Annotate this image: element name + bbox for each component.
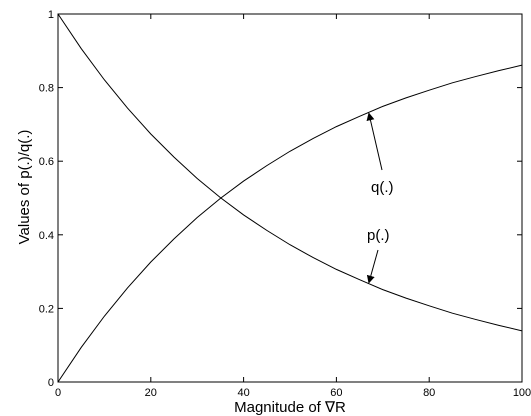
annotations-group: q(.) p(.) bbox=[366, 112, 394, 284]
axes-group bbox=[57, 13, 523, 383]
series-group bbox=[57, 13, 523, 383]
annotation-arrow-q bbox=[366, 112, 383, 171]
x-tick-label: 0 bbox=[55, 387, 61, 399]
annotation-label-p: p(.) bbox=[367, 227, 390, 244]
y-tick-label: 0.2 bbox=[39, 303, 54, 315]
x-tick-label: 40 bbox=[237, 387, 249, 399]
x-tick-label: 80 bbox=[423, 387, 435, 399]
y-tick-label: 0 bbox=[48, 377, 54, 389]
y-tick-label: 0.4 bbox=[39, 230, 54, 242]
x-axis-label: Magnitude of ∇R bbox=[234, 399, 346, 416]
x-tick-label: 20 bbox=[145, 387, 157, 399]
series-line-q bbox=[57, 64, 523, 383]
x-tick-label: 60 bbox=[330, 387, 342, 399]
x-tick-label: 100 bbox=[513, 387, 531, 399]
y-tick-label: 0.8 bbox=[39, 83, 54, 95]
y-axis-label: Values of p(.)/q(.) bbox=[16, 130, 33, 245]
y-tick-label: 1 bbox=[48, 9, 54, 21]
annotation-arrow-p bbox=[366, 249, 379, 284]
plot-frame bbox=[57, 13, 523, 383]
y-tick-label: 0.6 bbox=[39, 156, 54, 168]
ticks-group: 0 20 40 60 80 100 0 0.2 0.4 0.6 0.8 1 bbox=[39, 9, 531, 399]
series-line-p bbox=[57, 13, 523, 332]
annotation-label-q: q(.) bbox=[371, 179, 394, 196]
